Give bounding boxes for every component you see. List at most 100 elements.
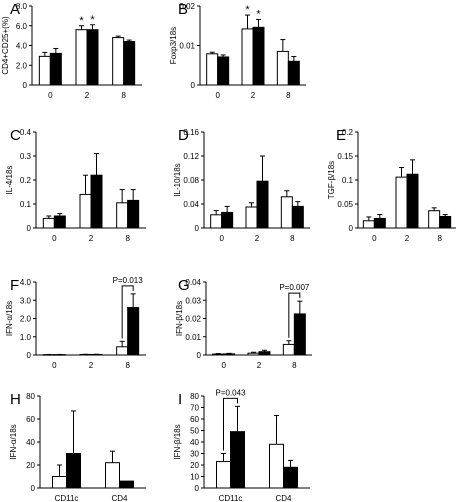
- y-tick-label: 20: [26, 461, 35, 470]
- y-tick-label: 0.01: [179, 42, 195, 51]
- y-tick-label: 0: [27, 224, 32, 233]
- bar-open-0: [212, 353, 225, 356]
- y-tick-label: 2.0: [16, 61, 28, 70]
- bar-open-0: [210, 214, 223, 229]
- y-tick-label: 0.04: [185, 278, 201, 287]
- bar-filled-1: [90, 174, 103, 229]
- y-tick-label: 0.01: [185, 333, 201, 342]
- bar-open-1: [241, 28, 254, 86]
- p-value-bracket: [288, 292, 301, 338]
- significance-star: *: [79, 15, 84, 27]
- bar-filled-1: [406, 173, 419, 229]
- y-axis-label: IFN-α/18s: [9, 424, 18, 459]
- p-value-bracket: [223, 397, 238, 451]
- bar-open-0: [206, 53, 219, 86]
- panel-letter: G: [178, 277, 190, 294]
- y-tick-label: 20: [190, 461, 199, 470]
- y-tick-label: 0.2: [20, 176, 32, 185]
- y-tick-label: 4.0: [16, 42, 28, 51]
- bar-filled-2: [293, 313, 306, 356]
- significance-star: *: [245, 4, 250, 16]
- bar-open-2: [116, 202, 129, 229]
- y-axis-label: Foxp3/18s: [169, 27, 178, 64]
- panel-letter: I: [178, 391, 182, 408]
- y-tick-label: 0.1: [20, 200, 32, 209]
- y-tick-label: 0.02: [185, 315, 201, 324]
- y-tick-label: 0: [23, 81, 28, 90]
- y-tick-label: 0: [195, 224, 200, 233]
- x-tick-label: CD4: [111, 494, 128, 502]
- y-tick-label: 0: [31, 484, 36, 493]
- y-tick-label: 0.1: [342, 176, 354, 185]
- y-tick-label: 0.03: [185, 296, 201, 305]
- p-value-label: P=0.043: [215, 388, 246, 397]
- y-axis-label: CD4+CD25+(%): [1, 16, 10, 75]
- x-tick-label: 8: [290, 234, 295, 243]
- x-tick-label: 8: [125, 234, 130, 243]
- x-tick-label: 0: [219, 234, 224, 243]
- y-tick-label: 0.04: [183, 200, 199, 209]
- significance-star: *: [90, 14, 95, 26]
- x-tick-label: 2: [257, 361, 262, 370]
- x-tick-label: 2: [251, 91, 256, 100]
- panel-letter: B: [178, 1, 188, 18]
- bar-filled-2: [439, 215, 452, 229]
- bar-filled-0: [49, 52, 62, 86]
- bar-open-0: [216, 461, 231, 489]
- bar-filled-2: [127, 307, 140, 356]
- bar-filled-1: [119, 480, 134, 489]
- y-tick-label: 3.0: [20, 296, 32, 305]
- x-tick-label: 0: [215, 91, 220, 100]
- panel-letter: A: [10, 1, 20, 18]
- bar-open-1: [79, 193, 92, 229]
- x-tick-label: 0: [52, 234, 57, 243]
- bar-filled-0: [66, 453, 81, 489]
- bar-open-1: [105, 462, 120, 489]
- y-tick-label: 0.16: [183, 128, 199, 137]
- y-axis-label: IL-10/18s: [173, 163, 182, 196]
- y-tick-label: 0: [191, 81, 196, 90]
- bar-filled-2: [287, 60, 300, 86]
- bar-open-1: [269, 443, 284, 489]
- x-tick-label: 8: [286, 91, 291, 100]
- chart-panel-f: F 0 1.0 2.0 3.0 4.0 IFN-α/18s 0 2 8 P=0.013: [5, 276, 146, 370]
- chart-panel-a: A 0 2.0 4.0 6.0 8.0 CD4+CD25+(%) 0 2 8 * *: [1, 1, 142, 100]
- panel-letter: F: [10, 277, 19, 294]
- bar-open-2: [116, 346, 129, 356]
- y-tick-label: 80: [26, 392, 35, 401]
- chart-panel-c: C 0 0.1 0.2 0.3 0.4 IL-4/18s 0 2 8: [5, 127, 146, 243]
- bar-open-1: [245, 206, 258, 229]
- x-tick-label: 8: [292, 361, 297, 370]
- y-tick-label: 0.3: [20, 152, 32, 161]
- chart-panel-b: B 0 0.01 0.02 Foxp3/18s 0 2 8 * *: [169, 1, 306, 100]
- bar-filled-0: [223, 353, 236, 356]
- y-tick-label: 30: [190, 450, 199, 459]
- bar-open-0: [52, 476, 67, 489]
- x-tick-label: CD11c: [55, 494, 79, 502]
- y-axis-label: IFN-β/18s: [173, 424, 182, 459]
- bar-filled-1: [252, 26, 265, 86]
- bar-filled-0: [230, 431, 245, 489]
- bar-filled-1: [283, 466, 298, 489]
- y-tick-label: 0: [195, 484, 200, 493]
- x-tick-label: 0: [52, 361, 57, 370]
- bar-open-1: [75, 29, 88, 86]
- bar-filled-0: [373, 217, 386, 229]
- y-tick-label: 50: [190, 427, 199, 436]
- x-tick-label: 0: [372, 234, 377, 243]
- bar-open-0: [38, 55, 51, 86]
- panel-letter: H: [10, 391, 21, 408]
- y-tick-label: 0.08: [183, 176, 199, 185]
- panel-letter: E: [336, 127, 346, 144]
- bar-filled-1: [258, 351, 271, 356]
- chart-panel-i: I 0 10 20 30 40 50 60 70 80 IFN-β/18s CD11c CD4 P=0.0…: [173, 388, 310, 502]
- bar-open-1: [247, 352, 260, 356]
- y-tick-label: 40: [26, 438, 35, 447]
- bar-open-2: [428, 210, 441, 229]
- chart-panel-e: E 0 0.05 0.1 0.15 0.2 TGF-β/18s 0 2 8: [327, 127, 456, 243]
- chart-panel-h: H 0 20 40 60 80 IFN-α/18s CD11c CD4: [9, 391, 146, 502]
- y-axis-label: IFN-β/18s: [175, 301, 184, 336]
- bar-open-1: [395, 176, 408, 229]
- y-axis-label: IL-4/18s: [5, 166, 14, 195]
